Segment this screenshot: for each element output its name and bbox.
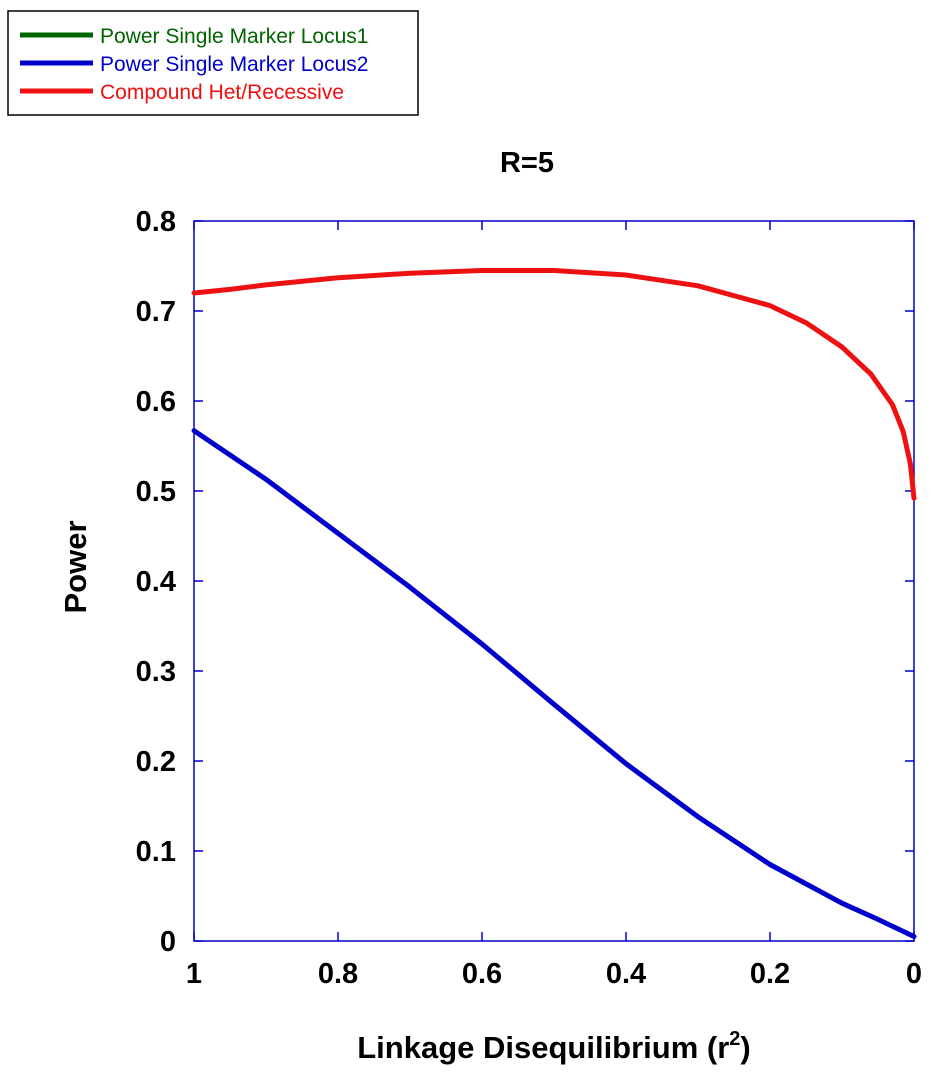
- chart-title: R=5: [500, 147, 554, 179]
- y-tick-label: 0.1: [136, 836, 176, 868]
- legend-label-2: Power Single Marker Locus2: [100, 53, 368, 76]
- x-axis: 1 0.8 0.6 0.4 0.2 0: [186, 221, 922, 990]
- legend-label-3: Compound Het/Recessive: [100, 81, 344, 104]
- plot-frame: [193, 220, 915, 942]
- legend-label-1: Power Single Marker Locus1: [100, 25, 368, 48]
- x-axis-label-main: Linkage Disequilibrium (r: [357, 1030, 729, 1065]
- series-layer: [191, 268, 917, 939]
- y-axis-label: Power: [58, 520, 93, 613]
- x-tick-label: 1: [186, 958, 202, 990]
- y-tick-label: 0.6: [136, 386, 176, 418]
- x-axis-label-superscript: 2: [729, 1028, 740, 1050]
- y-tick-label: 0: [160, 926, 176, 958]
- x-axis-label-suffix: ): [740, 1030, 750, 1065]
- y-tick-label: 0.4: [136, 566, 176, 598]
- x-tick-label: 0.4: [606, 958, 646, 990]
- series-line-3: [191, 268, 917, 501]
- y-tick-label: 0.3: [136, 656, 176, 688]
- x-axis-label: Linkage Disequilibrium (r2): [357, 1028, 751, 1065]
- x-tick-label: 0.6: [462, 958, 502, 990]
- series-line-2: [191, 428, 917, 939]
- y-tick-label: 0.5: [136, 476, 176, 508]
- y-tick-label: 0.2: [136, 746, 176, 778]
- x-tick-label: 0.8: [318, 958, 358, 990]
- y-axis: 0 0.1 0.2 0.3 0.4 0.5 0.6 0.7 0.8: [136, 206, 914, 958]
- y-tick-label: 0.7: [136, 296, 176, 328]
- legend: Power Single Marker Locus1 Power Single M…: [7, 10, 419, 116]
- x-tick-label: 0: [906, 958, 922, 990]
- x-tick-label: 0.2: [750, 958, 790, 990]
- y-tick-label: 0.8: [136, 206, 176, 238]
